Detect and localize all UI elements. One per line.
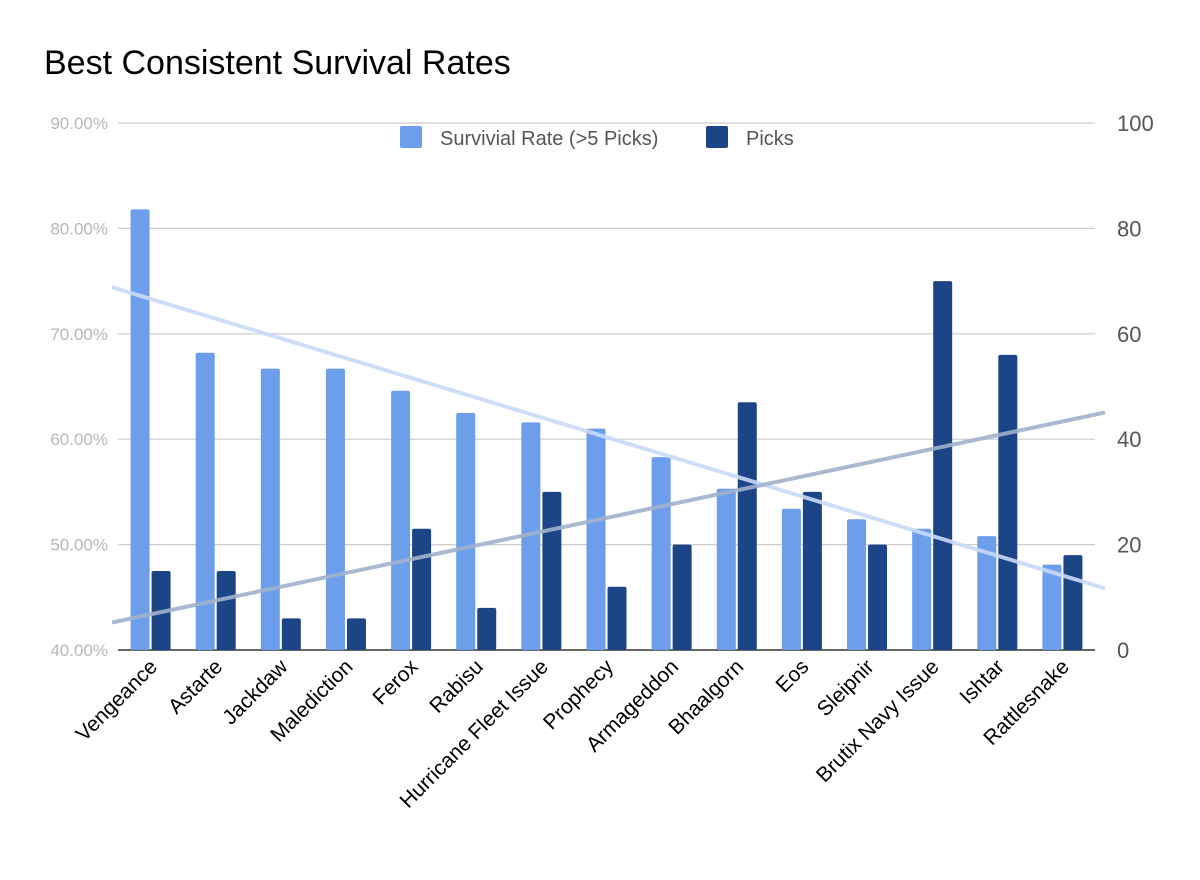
bar-survival-rate bbox=[977, 536, 997, 650]
category-label: Astarte bbox=[164, 655, 227, 718]
y-right-tick-label: 60 bbox=[1117, 322, 1141, 347]
bar-survival-rate bbox=[586, 428, 606, 650]
bar-survival-rate bbox=[847, 519, 867, 650]
y-right-tick-label: 20 bbox=[1117, 533, 1141, 558]
bar-survival-rate bbox=[1042, 564, 1062, 650]
y-left-tick-label: 60.00% bbox=[50, 430, 108, 449]
bar-picks bbox=[802, 491, 822, 650]
legend-swatch-picks bbox=[706, 126, 728, 148]
bar-picks bbox=[868, 544, 888, 650]
bar-picks bbox=[1063, 555, 1083, 650]
category-label: Brutix Navy Issue bbox=[812, 655, 944, 787]
bar-picks bbox=[672, 544, 692, 650]
category-label: Ishtar bbox=[955, 655, 1008, 708]
bar-survival-rate bbox=[130, 209, 150, 651]
y-right-tick-label: 80 bbox=[1117, 216, 1141, 241]
bar-picks bbox=[542, 491, 562, 650]
bar-picks bbox=[412, 528, 432, 650]
bar-picks bbox=[216, 570, 236, 650]
legend-label-survival-rate: Survivial Rate (>5 Picks) bbox=[440, 128, 658, 150]
category-label: Sleipnir bbox=[813, 655, 879, 721]
trendline-picks bbox=[111, 410, 1106, 625]
category-label: Ferox bbox=[368, 655, 423, 710]
bar-survival-rate bbox=[195, 352, 215, 650]
bar-picks bbox=[607, 586, 627, 650]
bar-survival-rate bbox=[260, 368, 280, 650]
bar-survival-rate bbox=[456, 412, 476, 650]
category-label: Rabisu bbox=[425, 655, 487, 717]
y-right-tick-label: 0 bbox=[1117, 638, 1129, 663]
legend: Survivial Rate (>5 Picks) Picks bbox=[400, 126, 794, 150]
bar-survival-rate bbox=[391, 390, 411, 650]
bar-survival-rate bbox=[651, 457, 671, 650]
bar-survival-rate bbox=[716, 488, 736, 650]
legend-swatch-survival-rate bbox=[400, 126, 422, 148]
category-label: Vengeance bbox=[72, 655, 163, 746]
trendlines bbox=[111, 285, 1106, 625]
y-left-tick-label: 80.00% bbox=[50, 219, 108, 238]
bar-picks bbox=[477, 607, 497, 650]
y-right-tick-label: 40 bbox=[1117, 427, 1141, 452]
y-left-tick-label: 90.00% bbox=[50, 114, 108, 133]
bar-survival-rate bbox=[325, 368, 345, 650]
bar-survival-rate bbox=[912, 528, 932, 650]
bar-picks bbox=[737, 402, 757, 650]
y-left-tick-label: 40.00% bbox=[50, 641, 108, 660]
category-label: Eos bbox=[772, 655, 814, 697]
bar-survival-rate bbox=[521, 422, 541, 650]
bar-picks bbox=[998, 354, 1018, 650]
bar-picks bbox=[346, 618, 366, 650]
bar-survival-rate bbox=[781, 508, 801, 650]
y-left-tick-label: 70.00% bbox=[50, 325, 108, 344]
legend-label-picks: Picks bbox=[746, 128, 794, 150]
bars bbox=[130, 209, 1083, 651]
trendline-survival-rate bbox=[111, 285, 1106, 591]
bar-picks bbox=[281, 618, 301, 650]
chart-title: Best Consistent Survival Rates bbox=[44, 44, 511, 82]
y-right-tick-label: 100 bbox=[1117, 111, 1154, 136]
bar-picks bbox=[933, 281, 953, 650]
y-left-tick-label: 50.00% bbox=[50, 536, 108, 555]
